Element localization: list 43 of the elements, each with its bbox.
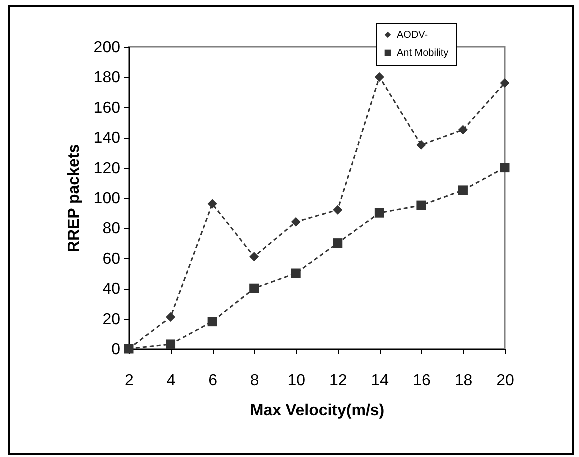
x-tick-label: 14: [371, 372, 390, 390]
point: [291, 268, 301, 278]
x-tick-label: 2: [125, 372, 134, 390]
point: [458, 186, 468, 196]
x-tick-label: 18: [454, 372, 473, 390]
y-tick-label: 120: [94, 160, 121, 178]
y-tick-label: 0: [112, 342, 121, 358]
point: [374, 72, 384, 82]
y-tick-label: 80: [102, 220, 121, 238]
y-tick-label: 140: [94, 130, 121, 148]
legend-label: Ant Mobility: [397, 48, 449, 59]
x-tick-label: 20: [496, 372, 514, 390]
point: [166, 340, 176, 350]
y-tick-label: 200: [94, 40, 121, 56]
point: [458, 125, 468, 135]
y-tick-label: 60: [102, 250, 121, 268]
point: [416, 200, 426, 210]
point: [500, 163, 510, 173]
legend-label: AODV-: [397, 30, 428, 41]
y-tick-label: 20: [102, 311, 121, 328]
point: [208, 199, 218, 209]
x-tick-label: 8: [250, 372, 260, 390]
x-tick-label: 6: [208, 372, 218, 390]
y-tick-label: 40: [102, 281, 121, 298]
point: [416, 140, 426, 150]
point: [374, 208, 384, 218]
point: [291, 217, 301, 227]
point: [333, 238, 343, 248]
point: [333, 205, 343, 215]
x-tick-label: 4: [166, 372, 176, 390]
y-tick-label: 180: [94, 70, 121, 87]
x-tick-label: 12: [329, 372, 348, 390]
point: [250, 252, 260, 262]
point: [500, 78, 510, 88]
x-tick-label: 10: [288, 372, 306, 390]
y-axis-title: RREP packets: [66, 144, 83, 253]
point: [208, 317, 218, 327]
point: [250, 284, 260, 294]
y-tick-label: 160: [94, 100, 121, 117]
y-tick-label: 100: [94, 190, 121, 208]
x-axis-title: Max Velocity(m/s): [250, 402, 385, 420]
point: [166, 312, 176, 322]
x-tick-label: 16: [413, 372, 431, 390]
